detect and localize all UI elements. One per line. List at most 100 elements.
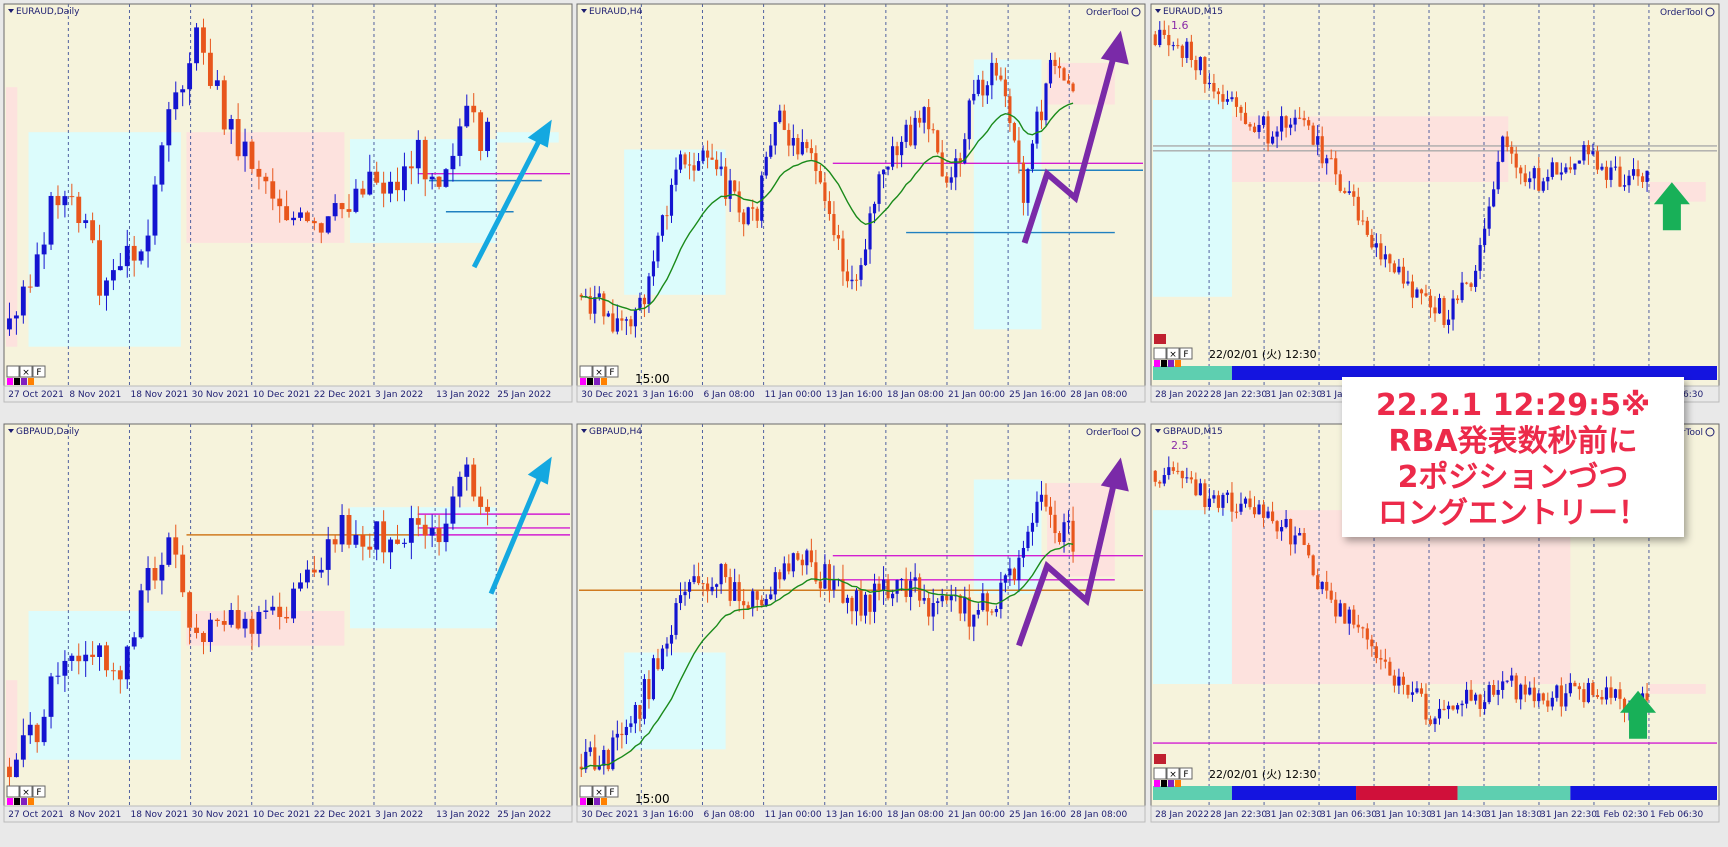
candle-body [692,576,696,583]
panel-title: EURAUD,Daily [16,7,80,17]
candle-body [796,553,800,560]
candle-body [936,601,940,604]
tool-button[interactable] [1166,767,1180,780]
trend-arrow [1021,51,1118,244]
tool-button[interactable] [19,785,33,798]
f-button[interactable]: F [1183,770,1188,780]
candle-body [651,261,656,277]
candle-body [48,676,54,717]
close-button[interactable]: × [1169,350,1177,360]
close-button[interactable]: × [595,788,603,798]
candle-body [696,576,701,584]
x-tick-label: 25 Jan 16:00 [1009,810,1066,820]
tool-button[interactable] [605,785,619,798]
x-tick-label: 1 Feb 06:30 [1650,810,1704,820]
candle-body [1270,511,1275,522]
tool-button[interactable] [1153,767,1167,780]
timestamp: 22/02/01 (火) 12:30 [1209,768,1317,781]
arrow-head [527,456,552,485]
f-button[interactable]: F [36,368,41,378]
candle-body [1062,68,1066,81]
candle-body [485,506,491,512]
x-tick-label: 18 Jan 08:00 [887,390,944,400]
color-swatch [1175,360,1181,367]
close-button[interactable]: × [595,368,603,378]
candle-body [1003,79,1007,97]
color-swatch [601,378,607,385]
candle-body [1428,719,1433,725]
candle-body [339,203,345,210]
candle-body [1595,695,1600,697]
candle-body [737,582,741,602]
tool-button[interactable] [592,365,606,378]
candle-body [1329,158,1333,160]
candle-body [769,594,773,600]
candle-body [1356,624,1360,628]
candle-body [1374,243,1378,248]
candle-body [683,154,687,165]
tool-button[interactable] [19,365,33,378]
candle-body [1343,190,1347,193]
candle-body [904,124,908,142]
candle-body [429,528,435,536]
candle-body [1645,693,1649,701]
candle-body [854,279,859,281]
candle-body [388,181,393,194]
candle-body [1483,228,1487,246]
x-tick-label: 25 Jan 2022 [497,810,551,820]
close-button[interactable]: × [1169,770,1177,780]
candle-body [1496,689,1500,695]
candle-body [1289,124,1293,128]
x-tick-label: 31 Jan 14:30 [1430,810,1487,820]
candle-body [1645,170,1649,182]
tool-button[interactable] [32,365,46,378]
close-button[interactable]: × [22,788,30,798]
order-tool-icon [1705,427,1715,437]
candle-body [1248,498,1252,508]
candle-body [579,766,583,770]
zone-box [1231,510,1571,684]
candle-body [1316,136,1320,145]
f-button[interactable]: F [36,788,41,798]
panel-title: GBPAUD,Daily [16,427,80,437]
f-button[interactable]: F [609,368,614,378]
tool-button[interactable] [32,785,46,798]
candle-body [166,109,172,146]
candle-body [1595,151,1600,170]
candle-body [138,590,144,638]
candle-body [138,251,144,261]
tool-button[interactable] [1179,347,1193,360]
candle-body [584,751,588,770]
candle-body [922,598,926,601]
candle-body [922,107,926,123]
tool-button[interactable] [1179,767,1193,780]
candle-body [972,614,976,627]
tool-button[interactable] [605,365,619,378]
tool-button[interactable] [1153,347,1167,360]
candle-body [1266,511,1270,518]
candle-body [1374,646,1378,659]
candle-body [159,145,165,185]
close-button[interactable]: × [22,368,30,378]
f-button[interactable]: F [1183,350,1188,360]
candle-body [1437,708,1442,719]
candle-body [339,515,345,545]
candle-body [620,318,624,321]
candle-body [814,562,818,582]
candle-body [436,176,442,187]
tool-button[interactable] [579,365,593,378]
candle-body [1636,169,1640,177]
candle-body [1275,131,1279,137]
candle-body [588,747,592,752]
x-tick-label: 3 Jan 16:00 [642,810,694,820]
f-button[interactable]: F [609,788,614,798]
candle-body [696,161,701,171]
candle-body [967,100,971,140]
tool-button[interactable] [579,785,593,798]
x-tick-label: 28 Jan 22:30 [1210,810,1267,820]
candle-body [1474,270,1478,287]
tool-button[interactable] [1166,347,1180,360]
tool-button[interactable] [592,785,606,798]
tool-button[interactable] [6,365,20,378]
tool-button[interactable] [6,785,20,798]
